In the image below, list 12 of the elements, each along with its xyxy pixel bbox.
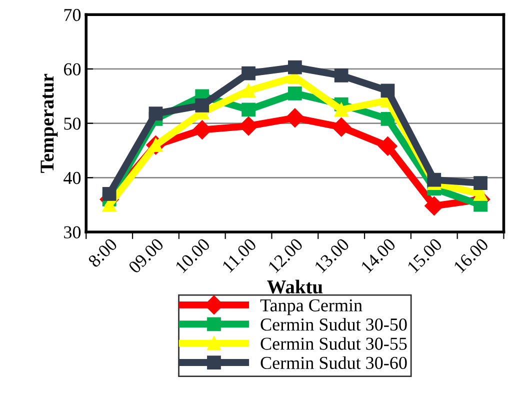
x-tick-label: 8:00 — [87, 238, 118, 268]
legend-label: Cermin Sudut 30-60 — [260, 356, 407, 370]
y-axis-title: Temperatur — [40, 74, 58, 173]
legend-label: Tanpa Cermin — [260, 299, 362, 316]
y-tick-label: 70 — [64, 8, 81, 22]
x-axis-title: Waktu — [267, 280, 323, 294]
y-tick-label: 60 — [64, 63, 81, 76]
y-tick-label: 30 — [64, 226, 81, 238]
y-tick-label: 40 — [64, 172, 81, 184]
legend-label: Cermin Sudut 30-50 — [260, 318, 407, 331]
legend-label: Cermin Sudut 30-55 — [260, 337, 407, 350]
y-tick-label: 50 — [64, 118, 81, 130]
